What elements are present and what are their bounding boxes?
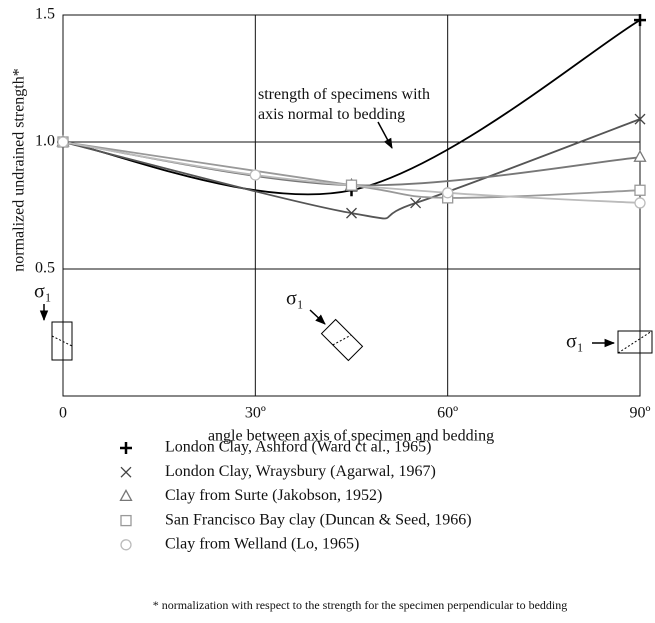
marker — [121, 490, 132, 500]
legend-label: Clay from Surte (Jakobson, 1952) — [165, 487, 382, 504]
legend-label: San Francisco Bay clay (Duncan & Seed, 1… — [165, 511, 472, 528]
chart: strength of specimens withaxis normal to… — [0, 0, 655, 623]
marker — [347, 180, 357, 190]
bedding — [618, 331, 652, 353]
marker — [634, 14, 646, 26]
footnote: * normalization with respect to the stre… — [153, 598, 568, 612]
legend-item: Clay from Surte (Jakobson, 1952) — [121, 487, 383, 504]
specimen — [52, 322, 72, 360]
legend-item: San Francisco Bay clay (Duncan & Seed, 1… — [121, 511, 472, 528]
marker — [635, 198, 645, 208]
legend-label: Clay from Welland (Lo, 1965) — [165, 535, 359, 552]
marker — [121, 540, 131, 550]
legend-item: London Clay, Wraysbury (Agarwal, 1967) — [121, 463, 436, 480]
x-tick-label: 90º — [630, 405, 651, 422]
marker — [411, 198, 421, 208]
plot-frame — [63, 15, 640, 396]
marker — [121, 516, 131, 526]
marker — [58, 137, 68, 147]
y-tick-label: 0.5 — [35, 260, 55, 277]
x-tick-label: 60º — [437, 405, 458, 422]
legend-label: London Clay, Ashford (Ward ct al., 1965) — [165, 439, 432, 456]
marker — [635, 185, 645, 195]
stress-label: σ₁ — [34, 281, 52, 303]
y-axis-label: normalized undrained strength* — [11, 68, 28, 272]
stress-label: σ₁ — [566, 331, 584, 353]
annotation-arrow — [378, 122, 392, 148]
specimen — [321, 319, 362, 360]
marker — [635, 151, 646, 161]
marker — [250, 170, 260, 180]
y-tick-label: 1.5 — [35, 6, 55, 23]
x-tick-label: 0 — [59, 405, 67, 422]
legend-item: London Clay, Ashford (Ward ct al., 1965) — [120, 439, 432, 456]
bedding — [52, 336, 72, 346]
legend-label: London Clay, Wraysbury (Agarwal, 1967) — [165, 463, 436, 480]
marker — [120, 442, 132, 454]
stress-arrow — [310, 310, 325, 324]
x-tick-label: 30º — [245, 405, 266, 422]
marker — [443, 188, 453, 198]
legend-item: Clay from Welland (Lo, 1965) — [121, 535, 359, 552]
marker — [121, 467, 131, 477]
y-tick-label: 1.0 — [35, 133, 55, 150]
stress-label: σ₁ — [286, 288, 304, 310]
